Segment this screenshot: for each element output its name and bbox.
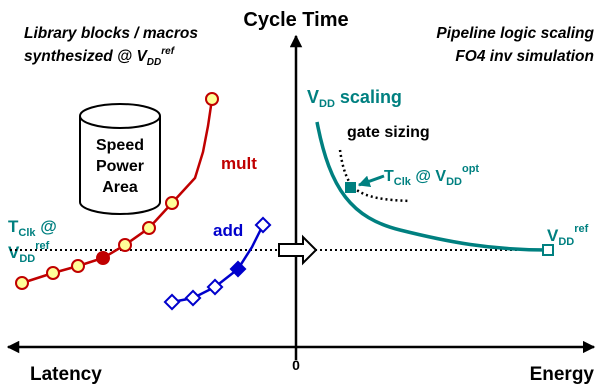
- add-point-selected: [229, 260, 247, 278]
- add-label: add: [213, 221, 243, 240]
- add-point: [184, 289, 202, 307]
- mult-point: [118, 238, 132, 252]
- y-axis-label: Cycle Time: [243, 9, 348, 31]
- mult-point: [15, 276, 29, 290]
- tclk-opt-pointer: [357, 174, 385, 187]
- right-caption-line1: Pipeline logic scaling: [436, 25, 594, 42]
- left-caption-line1: Library blocks / macros: [24, 25, 198, 42]
- cylinder-line1: Speed: [96, 137, 144, 154]
- tclk-left-line2: VDDref: [8, 240, 50, 265]
- x-axis-left-label: Latency: [30, 364, 102, 385]
- origin-label: 0: [292, 357, 300, 373]
- mult-point-selected: [96, 251, 110, 265]
- mult-point: [46, 266, 60, 280]
- add-point: [163, 293, 181, 311]
- mult-point: [165, 196, 179, 210]
- vdd-ref-right-label: VDDref: [547, 223, 589, 248]
- mult-point: [71, 259, 85, 273]
- right-caption-line2: FO4 inv simulation: [455, 48, 594, 65]
- cylinder-line3: Area: [102, 179, 138, 196]
- gate-sizing-label: gate sizing: [347, 124, 430, 141]
- vdd-scaling-curve: [315, 121, 549, 252]
- add-point: [206, 278, 224, 296]
- tclk-left-line1: TClk @: [8, 217, 57, 239]
- optimal-point: [345, 182, 356, 193]
- vdd-scaling-label: VDD scaling: [307, 87, 402, 110]
- mult-point: [205, 92, 219, 106]
- transfer-arrow: [278, 234, 318, 266]
- mult-point: [142, 221, 156, 235]
- speed-power-area-cylinder: Speed Power Area: [79, 103, 161, 215]
- left-caption-line2: synthesized @ VDDref: [24, 46, 176, 68]
- cylinder-line2: Power: [96, 158, 144, 175]
- vdd-ref-point: [542, 244, 554, 256]
- x-axis-right-label: Energy: [530, 364, 595, 385]
- tclk-opt-label: TClk @ VDDopt: [384, 163, 479, 188]
- add-point: [254, 216, 272, 234]
- mult-label: mult: [221, 154, 257, 173]
